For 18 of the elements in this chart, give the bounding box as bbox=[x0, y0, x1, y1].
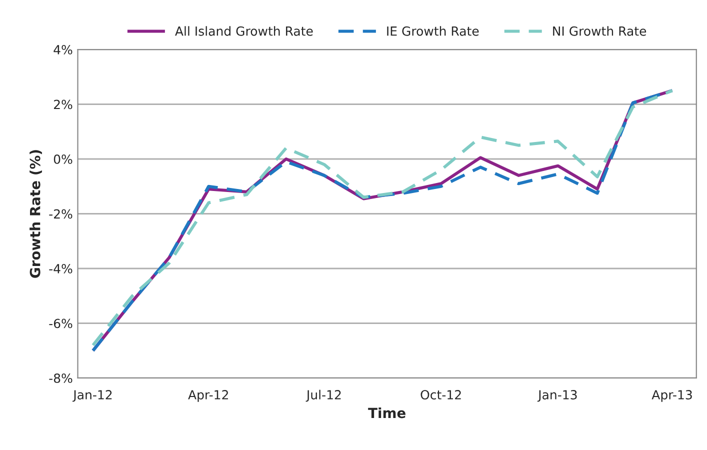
x-tick-label: Jan-12 bbox=[72, 390, 112, 402]
x-tick-label: Apr-12 bbox=[188, 390, 228, 402]
y-tick-label: -4% bbox=[49, 264, 72, 274]
legend-label: IE Growth Rate bbox=[387, 26, 479, 36]
y-tick-label: -6% bbox=[49, 318, 72, 328]
legend-label: All Island Growth Rate bbox=[175, 26, 313, 36]
y-tick-label: -2% bbox=[49, 209, 72, 219]
y-tick-label: -8% bbox=[49, 373, 72, 383]
y-tick-label: 0% bbox=[54, 154, 72, 164]
y-tick-label: 2% bbox=[54, 100, 72, 110]
x-axis-title: Time bbox=[368, 407, 406, 418]
x-tick-label: Jul-12 bbox=[306, 390, 341, 402]
y-tick-label: 4% bbox=[54, 44, 72, 54]
y-axis-title: Growth Rate (%) bbox=[30, 150, 42, 278]
x-tick-label: Jan-13 bbox=[537, 390, 577, 402]
x-tick-label: Apr-13 bbox=[652, 390, 692, 402]
legend-label: NI Growth Rate bbox=[553, 26, 646, 36]
x-tick-label: Oct-12 bbox=[420, 390, 461, 400]
